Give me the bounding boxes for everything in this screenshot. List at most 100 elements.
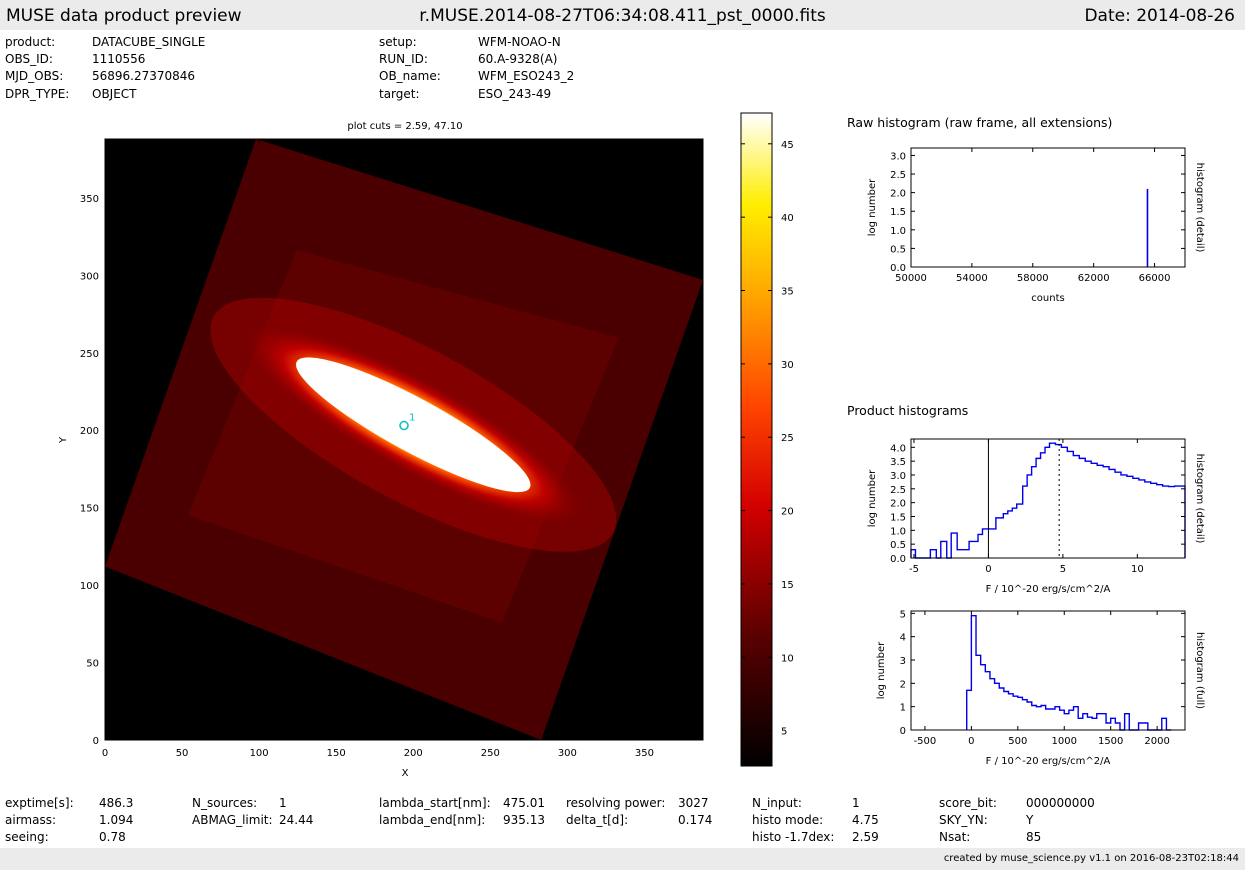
x-tick-label: 0: [968, 736, 974, 747]
product-histograms-title: Product histograms: [847, 403, 968, 418]
stat-value: 3027: [678, 796, 709, 810]
x-tick-label: -500: [914, 736, 937, 747]
x-tick-label: 150: [327, 748, 346, 759]
y-tick-label: 1.5: [890, 512, 906, 523]
y-tick-label: 50: [86, 659, 99, 670]
colorbar-tick-label: 10: [781, 653, 794, 664]
y2-axis-label: histogram (detail): [1194, 454, 1205, 544]
source-circle: [399, 420, 409, 431]
y-tick-label: 2: [900, 679, 906, 690]
y2-axis-label: histogram (detail): [1194, 163, 1205, 253]
info-label: DPR_TYPE:: [5, 87, 70, 101]
stat-label: Nsat:: [939, 830, 971, 844]
info-value: WFM_ESO243_2: [478, 69, 575, 83]
y-tick-label: 300: [80, 271, 99, 282]
stat-label: lambda_start[nm]:: [379, 796, 491, 810]
y-tick-label: 200: [80, 426, 99, 437]
raw-histogram-panel: Raw histogram (raw frame, all extensions…: [847, 115, 1205, 304]
y-axis-label: log number: [867, 178, 878, 236]
raw-histogram-plot: 50000 54000 58000 62000 66000 0.0 0.5 1.0 1.5 2.0…: [867, 147, 1205, 304]
y-tick-label: 3: [900, 656, 906, 667]
image-y-label: Y: [58, 436, 69, 444]
y-tick-label: 0.0: [890, 263, 906, 274]
y-tick-label: 5: [900, 609, 906, 620]
stat-label: histo mode:: [752, 813, 824, 827]
full-histogram-plot: -500 0 500 1000 1500 2000 0 1 2 3 4 5 F / 10^-20 erg…: [876, 609, 1205, 767]
x-tick-label: 0: [985, 564, 991, 575]
x-tick-label: 50000: [895, 273, 927, 284]
x-tick-label: 1500: [1098, 736, 1123, 747]
stat-value: 000000000: [1026, 796, 1095, 810]
x-tick-label: 2000: [1144, 736, 1169, 747]
file-name: r.MUSE.2014-08-27T06:34:08.411_pst_0000.…: [419, 6, 826, 26]
image-x-label: X: [402, 768, 409, 779]
x-axis-label: F / 10^-20 erg/s/cm^2/A: [986, 756, 1111, 767]
info-value: 56896.27370846: [92, 69, 196, 83]
detail-histogram-plot: -5 0 5 10 0.0 0.5 1.0 1.5 2.0 2.5 3.0 3.5 4.0 F / 10^…: [867, 438, 1205, 595]
y-tick-label: 1.5: [890, 207, 906, 218]
colorbar-tick-label: 20: [781, 507, 794, 518]
stat-label: ABMAG_limit:: [192, 813, 273, 827]
x-tick-label: 200: [404, 748, 423, 759]
y-tick-label: 150: [80, 504, 99, 515]
info-label: OB_name:: [379, 69, 441, 83]
image-content: 1: [105, 139, 703, 740]
created-by-label: created by muse_science.py v1.1 on 2016-…: [943, 853, 1239, 864]
plot-frame: [910, 147, 1186, 268]
plot-frame: [910, 438, 1186, 559]
footer-bar: created by muse_science.py v1.1 on 2016-…: [0, 848, 1245, 870]
image-frame: [104, 138, 704, 741]
histogram-steps: [910, 442, 1186, 559]
x-tick-label: 350: [635, 748, 654, 759]
stat-value: 4.75: [852, 813, 879, 827]
stat-label: seeing:: [5, 830, 49, 844]
colorbar-tick-label: 30: [781, 360, 794, 371]
y-tick-label: 1: [900, 703, 906, 714]
info-label: OBS_ID:: [5, 52, 53, 66]
y-tick-label: 4.0: [890, 443, 906, 454]
info-value: WFM-NOAO-N: [478, 35, 561, 49]
x-tick-label: 500: [1008, 736, 1027, 747]
y-tick-label: 2.5: [890, 170, 906, 181]
stat-value: 0.174: [678, 813, 713, 827]
x-tick-label: 66000: [1139, 273, 1171, 284]
x-axis-label: F / 10^-20 erg/s/cm^2/A: [986, 584, 1111, 595]
info-label: RUN_ID:: [379, 52, 428, 66]
y-tick-label: 2.5: [890, 485, 906, 496]
info-label: target:: [379, 87, 420, 101]
galaxy-emission: [210, 297, 617, 552]
stat-value: 935.13: [503, 813, 545, 827]
y-tick-label: 100: [80, 581, 99, 592]
date-label: Date: 2014-08-26: [1084, 6, 1235, 26]
info-value: ESO_243-49: [478, 87, 552, 101]
info-value: DATACUBE_SINGLE: [92, 35, 206, 49]
y-tick-label: 4: [900, 633, 906, 644]
y-tick-label: 350: [80, 194, 99, 205]
x-tick-label: 300: [558, 748, 577, 759]
stat-value: Y: [1026, 813, 1034, 827]
x-tick-label: 250: [481, 748, 500, 759]
x-tick-label: 54000: [956, 273, 988, 284]
y-tick-label: 0.5: [890, 244, 906, 255]
colorbar-tick-label: 35: [781, 287, 794, 298]
x-tick-label: 1000: [1052, 736, 1077, 747]
y-axis-label: log number: [867, 469, 878, 527]
x-tick-label: 5: [1060, 564, 1066, 575]
plot-cuts-title: plot cuts = 2.59, 47.10: [347, 121, 462, 132]
source-label: 1: [409, 413, 415, 424]
raw-histogram-title: Raw histogram (raw frame, all extensions…: [847, 115, 1112, 130]
stat-value: 1: [279, 796, 287, 810]
image-axes: 0 50 100 150 200 250 300 350 0 50 100 150 200 250 300 3…: [80, 139, 703, 759]
colorbar-tick-label: 15: [781, 580, 794, 591]
info-label: setup:: [379, 35, 417, 49]
y-tick-label: 0: [900, 726, 906, 737]
y-tick-label: 0: [93, 736, 99, 747]
y-tick-label: 2.0: [890, 189, 906, 200]
y-tick-label: 250: [80, 349, 99, 360]
x-tick-label: 58000: [1017, 273, 1049, 284]
y-tick-label: 1.0: [890, 226, 906, 237]
info-value: 1110556: [92, 52, 146, 66]
stat-label: delta_t[d]:: [566, 813, 629, 827]
stat-value: 1.094: [99, 813, 134, 827]
